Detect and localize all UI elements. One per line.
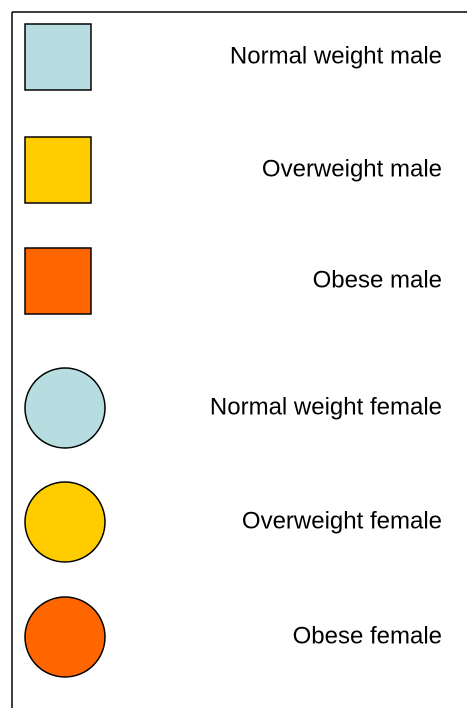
legend-square bbox=[24, 136, 92, 204]
legend-label: Overweight male bbox=[262, 155, 442, 182]
legend-circle bbox=[24, 481, 106, 563]
legend-label: Obese male bbox=[313, 266, 442, 293]
legend-label: Obese female bbox=[293, 622, 442, 649]
legend-label: Normal weight male bbox=[230, 42, 442, 69]
legend-circle bbox=[24, 367, 106, 449]
legend-circle bbox=[24, 596, 106, 678]
legend-square bbox=[24, 247, 92, 315]
legend-label: Overweight female bbox=[242, 507, 442, 534]
legend-square bbox=[24, 23, 92, 91]
legend-label: Normal weight female bbox=[210, 393, 442, 420]
